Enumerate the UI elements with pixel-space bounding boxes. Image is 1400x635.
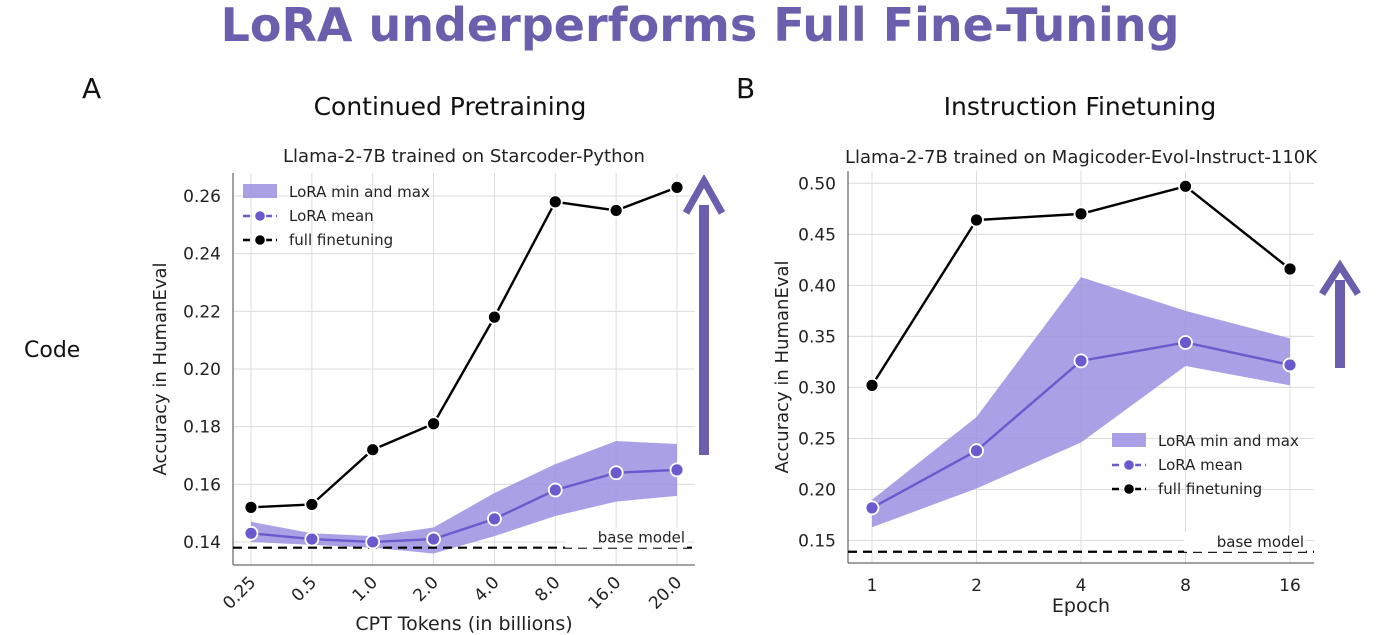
x-tick-label: 2.0 [409,573,442,606]
panel-a-letter: A [82,72,102,105]
x-tick-label: 8.0 [531,573,564,606]
panel-b-letter: B [736,72,756,105]
full-finetuning-point [365,442,381,458]
y-tick-label: 0.15 [798,532,836,552]
full-finetuning-point [608,203,624,218]
x-tick-label: 0.5 [288,573,321,606]
y-tick-label: 0.24 [183,245,221,265]
x-axis-label: Epoch [1052,595,1110,617]
lora-mean-point [969,443,984,459]
y-tick-label: 0.26 [183,187,221,207]
baseline-label: base model [598,529,685,547]
chart-title: Llama-2-7B trained on Starcoder-Python [283,146,645,167]
y-tick-label: 0.18 [183,418,221,438]
y-tick-label: 0.14 [183,533,221,553]
full-finetuning-point [669,180,685,195]
legend-label: full finetuning [1158,480,1262,498]
lora-mean-point [1178,335,1193,350]
baseline-label: base model [1217,533,1304,551]
chart-title: Llama-2-7B trained on Magicoder-Evol-Ins… [845,147,1318,168]
y-tick-label: 0.40 [798,276,836,296]
main-title: LoRA underperforms Full Fine-Tuning [220,0,1180,52]
full-finetuning-point [969,212,984,228]
lora-mean-point [669,462,685,478]
lora-mean-point [487,511,502,527]
x-tick-label: 16.0 [584,573,625,614]
legend-band-swatch [1112,433,1146,447]
full-finetuning-point [547,194,563,210]
x-tick-label: 4 [1076,576,1087,596]
y-tick-label: 0.50 [798,174,836,194]
legend-label: LoRA min and max [289,183,430,201]
y-axis-label: Accuracy in HumanEval [772,260,793,473]
lora-mean-point [304,531,320,547]
full-finetuning-point [243,499,259,515]
lora-mean-point [1282,357,1298,373]
x-tick-label: 4.0 [470,573,503,606]
legend-band-swatch [243,184,277,198]
lora-mean-point [243,525,259,541]
row-label: Code [24,338,81,363]
x-axis-label: CPT Tokens (in billions) [355,613,572,635]
x-tick-label: 1.0 [349,573,382,606]
legend-label: LoRA min and max [1158,432,1299,450]
y-tick-label: 0.20 [183,360,221,380]
y-tick-label: 0.22 [183,302,221,322]
full-finetuning-point [426,416,441,432]
x-tick-label: 1 [867,576,878,596]
x-tick-label: 2 [971,576,982,596]
legend-label: full finetuning [289,231,393,249]
full-finetuning-point [1282,261,1298,277]
lora-mean-point [365,534,381,550]
y-tick-label: 0.20 [798,481,836,501]
y-tick-label: 0.30 [798,378,836,398]
full-finetuning-line [250,186,678,509]
x-tick-label: 0.25 [219,573,260,614]
full-finetuning-point [304,497,320,512]
full-finetuning-point [864,377,880,393]
baseline-label-bg [1184,531,1306,552]
legend-marker [253,233,267,247]
legend-marker [1122,482,1136,496]
up-arrow-icon [1319,259,1361,368]
lora-mean-point [864,500,880,516]
chart-b: 0.15 0.20 0.25 0.30 0.35 0.40 0.45 0.50 1 2 4 8 16 Ll… [772,147,1318,617]
lora-mean-line [250,468,678,544]
baseline-label-bg [565,527,687,548]
lora-mean-point [608,465,624,481]
legend-marker [1122,458,1136,472]
y-tick-label: 0.16 [183,475,221,495]
y-tick-label: 0.35 [798,327,836,347]
up-arrow-icon [682,175,726,455]
x-tick-label: 16 [1279,576,1301,596]
y-tick-label: 0.25 [798,429,836,449]
panel-b-heading: Instruction Finetuning [943,92,1217,121]
legend-label: LoRA mean [289,207,374,225]
full-finetuning-point [487,309,502,325]
full-finetuning-point [1178,178,1193,194]
chart-a: 0.14 0.16 0.18 0.20 0.22 0.24 0.26 0.25 0.5 1.0 2.… [150,146,695,635]
y-axis-label: Accuracy in HumanEval [150,262,171,475]
lora-mean-point [1073,353,1089,369]
lora-min-max-band [251,441,677,554]
x-tick-label: 20.0 [645,573,686,614]
lora-mean-point [426,531,441,547]
x-tick-label: 8 [1180,576,1191,596]
panel-a-heading: Continued Pretraining [313,92,587,121]
legend-marker [253,209,267,223]
full-finetuning-point [1073,206,1089,222]
y-tick-label: 0.45 [798,225,836,245]
lora-mean-point [547,482,563,498]
legend-label: LoRA mean [1158,456,1243,474]
